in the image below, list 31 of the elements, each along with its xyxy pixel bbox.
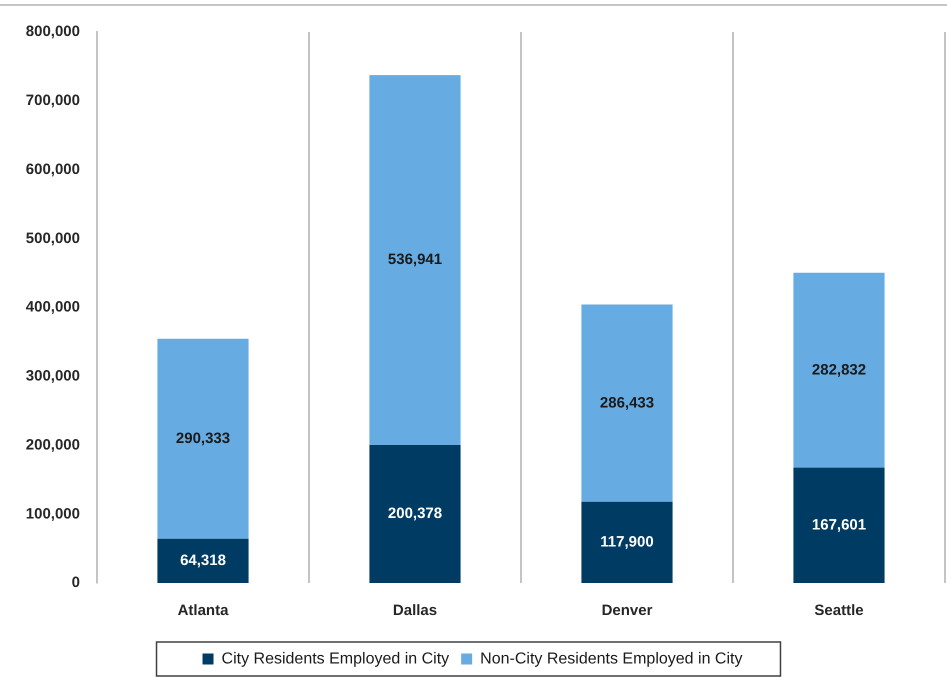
data-label: 536,941 [388,251,442,268]
data-label: 117,900 [600,534,654,551]
y-tick-label: 200,000 [26,436,80,454]
bar [793,272,885,468]
x-tick-label: Seattle [814,602,864,620]
bar [369,444,461,583]
bar [157,338,249,539]
y-tick-label: 400,000 [26,298,80,316]
bar [793,468,885,583]
legend-label: City Residents Employed in City [222,650,450,668]
data-label: 200,378 [388,505,442,522]
data-label: 286,433 [600,394,654,412]
y-tick-label: 300,000 [26,368,80,385]
y-tick-label: 600,000 [26,160,80,178]
y-tick-label: 800,000 [26,23,80,40]
y-tick-label: 500,000 [26,230,80,247]
legend-label: Non-City Residents Employed in City [480,650,742,668]
bar [369,75,461,445]
y-tick-label: 700,000 [26,92,80,110]
x-tick-label: Atlanta [178,602,230,620]
data-label: 167,601 [812,516,866,534]
data-label: 64,318 [180,552,226,569]
bar [581,304,673,502]
bar [157,538,249,583]
data-label: 282,832 [812,361,866,378]
y-tick-label: 100,000 [26,505,80,522]
y-tick-label: 0 [72,574,80,592]
bar [581,502,673,583]
x-tick-label: Denver [602,602,653,620]
x-tick-label: Dallas [392,602,438,620]
data-label: 290,333 [176,430,230,447]
